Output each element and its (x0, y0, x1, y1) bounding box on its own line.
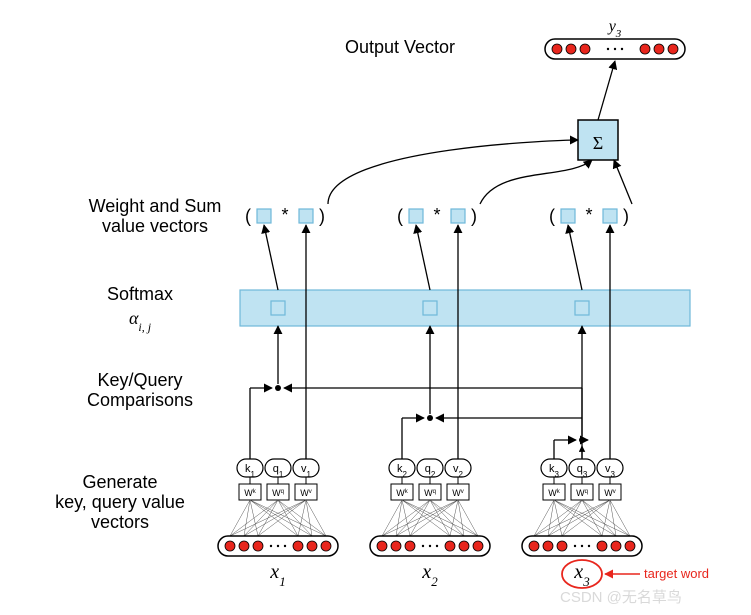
svg-text:*: * (281, 205, 288, 225)
target-word-label: target word (644, 566, 709, 581)
softmax-label: Softmax (107, 284, 173, 304)
wq-box: Wq (419, 484, 441, 500)
k2-node: k2 (389, 459, 415, 479)
x1-label: x1 (269, 561, 285, 589)
wk-box: Wk (543, 484, 565, 500)
weighted-pair-2: ( *) (397, 205, 477, 226)
sigma-icon: Σ (593, 133, 603, 153)
generate-label-2: key, query value (55, 492, 185, 512)
softmax-bar (240, 290, 690, 326)
vector-box (545, 39, 685, 59)
generate-label-3: vectors (91, 512, 149, 532)
svg-text:): ) (319, 206, 325, 226)
wv-box: Wv (447, 484, 469, 500)
svg-text:): ) (471, 206, 477, 226)
svg-text:(: ( (397, 206, 403, 226)
v1-node: v1 (293, 459, 319, 479)
svg-text:*: * (433, 205, 440, 225)
y3-label: y3 (607, 18, 622, 40)
keyquery-label-1: Key/Query (97, 370, 182, 390)
svg-text:): ) (623, 206, 629, 226)
q1-node: q1 (265, 459, 291, 479)
q3-node: q3 (569, 459, 595, 479)
softmax-cell-3 (575, 301, 589, 315)
compare-dot-2 (427, 415, 433, 421)
weighted-pair-1: ( *) (245, 205, 325, 226)
generate-label-1: Generate (82, 472, 157, 492)
wv-box: Wv (295, 484, 317, 500)
wq-box: Wq (571, 484, 593, 500)
vector-box (370, 536, 490, 556)
compare-dot-1 (275, 385, 281, 391)
wk-box: Wk (239, 484, 261, 500)
svg-text:*: * (585, 205, 592, 225)
wq-box: Wq (267, 484, 289, 500)
svg-text:(: ( (549, 206, 555, 226)
wk-box: Wk (391, 484, 413, 500)
q2-node: q2 (417, 459, 443, 479)
weighted-pair-3: ( *) (549, 205, 629, 226)
k1-node: k1 (237, 459, 263, 479)
k3-node: k3 (541, 459, 567, 479)
vector-box (218, 536, 338, 556)
weight-sum-label-1: Weight and Sum (89, 196, 222, 216)
watermark: CSDN @无名草鸟 (560, 589, 682, 606)
x3-label: x3 (573, 561, 590, 589)
keyquery-label-2: Comparisons (87, 390, 193, 410)
softmax-cell-1 (271, 301, 285, 315)
output-vector-label: Output Vector (345, 37, 455, 57)
alpha-label: αi, j (129, 308, 152, 334)
v3-node: v3 (597, 459, 623, 479)
vector-box (522, 536, 642, 556)
weight-sum-label-2: value vectors (102, 216, 208, 236)
svg-text:(: ( (245, 206, 251, 226)
softmax-cell-2 (423, 301, 437, 315)
x2-label: x2 (421, 561, 438, 589)
v2-node: v2 (445, 459, 471, 479)
wv-box: Wv (599, 484, 621, 500)
